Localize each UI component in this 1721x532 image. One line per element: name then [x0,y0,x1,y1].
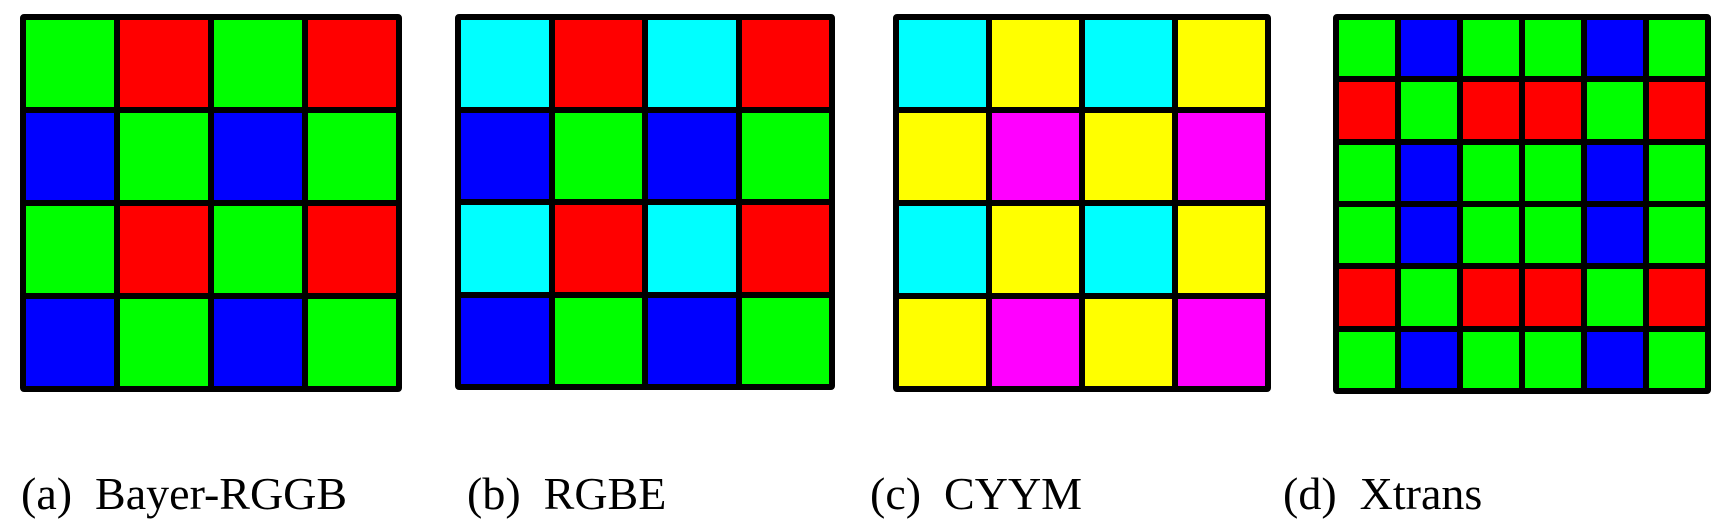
filter-cell-R [1649,82,1705,139]
filter-cell-G [1463,206,1519,264]
filter-cell-Y [1085,113,1172,200]
filter-cell-G [1525,20,1581,77]
filter-cell-R [1525,82,1581,139]
caption-cyym: (c) CYYM [870,468,1083,519]
filter-cell-G [741,112,829,199]
filter-cell-G [1525,206,1581,264]
filter-cell-M [1178,113,1265,200]
filter-cell-R [1339,269,1395,326]
pattern-grid-xtrans [1333,14,1711,394]
filter-cell-B [214,113,302,200]
filter-cell-G [1401,269,1457,326]
filter-cell-G [1587,269,1643,326]
filter-cell-G [1463,144,1519,201]
filter-cell-Y [992,206,1079,293]
filter-cell-G [26,206,114,293]
filter-cell-G [1587,82,1643,139]
filter-cell-G [308,113,396,200]
filter-cell-G [1463,331,1519,388]
filter-cell-B [1401,331,1457,388]
filter-cell-R [1463,269,1519,326]
caption-bayer-rggb: (a) Bayer-RGGB [21,468,348,519]
filter-cell-C [1085,20,1172,107]
filter-cell-G [554,112,642,199]
filter-cell-G [26,20,114,107]
filter-cell-G [1463,20,1519,77]
filter-cell-C [899,206,986,293]
filter-cell-B [648,112,736,199]
filter-cell-B [1401,144,1457,201]
filter-cell-G [1649,206,1705,264]
filter-cell-G [1649,331,1705,388]
filter-cell-Y [1178,20,1265,107]
pattern-grid-bayer-rggb [20,14,402,392]
filter-cell-E [648,205,736,292]
filter-cell-Y [899,113,986,200]
caption-xtrans: (d) Xtrans [1283,468,1483,519]
filter-cell-E [461,205,549,292]
pattern-grid-rgbe [455,14,835,390]
filter-cell-B [461,297,549,384]
filter-cell-G [1401,82,1457,139]
filter-cell-G [1525,144,1581,201]
filter-cell-R [120,206,208,293]
filter-cell-R [554,205,642,292]
filter-cell-M [992,113,1079,200]
filter-cell-B [1587,144,1643,201]
filter-cell-E [461,20,549,107]
pattern-grid-cyym [893,14,1271,392]
filter-cell-G [1649,20,1705,77]
filter-cell-B [1401,20,1457,77]
filter-cell-G [1649,144,1705,201]
filter-cell-R [1463,82,1519,139]
filter-cell-R [1649,269,1705,326]
filter-cell-B [1587,20,1643,77]
filter-cell-Y [1085,299,1172,386]
filter-cell-G [214,206,302,293]
caption-rgbe: (b) RGBE [467,468,667,519]
filter-cell-Y [992,20,1079,107]
filter-cell-G [1339,331,1395,388]
filter-cell-G [1525,331,1581,388]
filter-cell-Y [1178,206,1265,293]
filter-cell-M [992,299,1079,386]
filter-cell-G [214,20,302,107]
filter-cell-B [1587,331,1643,388]
filter-cell-R [741,20,829,107]
filter-cell-B [461,112,549,199]
filter-cell-R [741,205,829,292]
filter-cell-B [648,297,736,384]
filter-cell-R [308,206,396,293]
filter-cell-G [1339,20,1395,77]
filter-cell-B [214,299,302,386]
filter-cell-E [648,20,736,107]
filter-cell-Y [899,299,986,386]
filter-cell-B [1401,206,1457,264]
filter-cell-G [120,299,208,386]
filter-cell-R [1339,82,1395,139]
filter-cell-G [741,297,829,384]
filter-cell-B [26,299,114,386]
filter-cell-R [1525,269,1581,326]
filter-cell-R [308,20,396,107]
filter-cell-C [899,20,986,107]
filter-cell-B [26,113,114,200]
filter-cell-M [1178,299,1265,386]
filter-cell-G [308,299,396,386]
filter-cell-C [1085,206,1172,293]
filter-cell-G [1339,206,1395,264]
filter-cell-B [1587,206,1643,264]
filter-cell-G [120,113,208,200]
filter-cell-G [554,297,642,384]
filter-cell-G [1339,144,1395,201]
filter-cell-R [120,20,208,107]
filter-cell-R [554,20,642,107]
